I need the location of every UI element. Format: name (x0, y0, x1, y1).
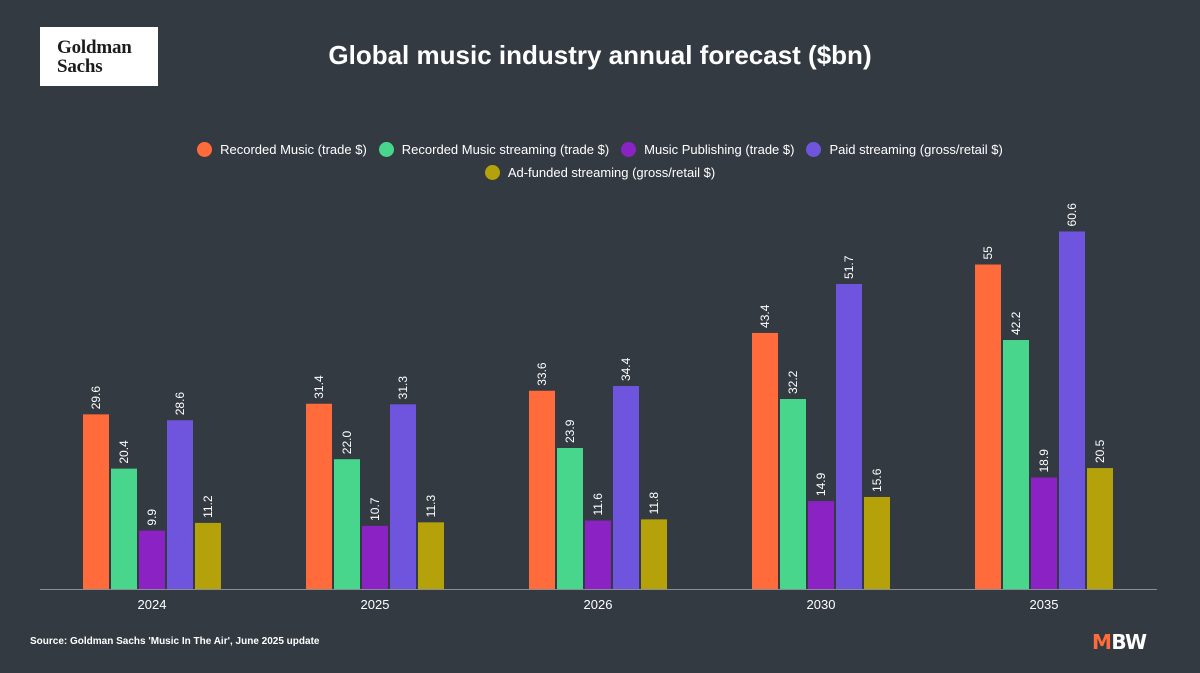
data-label-2035-series-3: 18.9 (1037, 449, 1051, 473)
bar-2030-series-2 (780, 399, 806, 589)
bar-2024-series-1 (83, 414, 109, 589)
x-tick-label-2026: 2026 (584, 597, 613, 612)
data-label-2030-series-5: 15.6 (870, 468, 884, 492)
bar-2035-series-3 (1031, 477, 1057, 589)
data-label-2035-series-1: 55 (981, 246, 995, 260)
legend-swatch-2 (378, 142, 394, 157)
chart-legend: Recorded Music (trade $) Recorded Music s… (120, 142, 1080, 180)
legend-item-5: Ad-funded streaming (gross/retail $) (484, 165, 716, 180)
bar-2030-series-1 (752, 332, 778, 589)
legend-label-5: Ad-funded streaming (gross/retail $) (507, 165, 716, 180)
bar-2030-series-5 (864, 496, 890, 589)
legend-swatch-3 (621, 142, 637, 157)
bar-2035-series-4 (1059, 231, 1085, 589)
legend-label-4: Paid streaming (gross/retail $) (829, 142, 1003, 157)
data-label-2025-series-2: 22.0 (340, 431, 354, 455)
legend-item-3: Music Publishing (trade $) (621, 142, 794, 157)
data-label-2026-series-4: 34.4 (619, 357, 633, 381)
data-label-2035-series-4: 60.6 (1065, 203, 1079, 227)
bar-2030-series-4 (836, 283, 862, 589)
bar-2026-series-2 (557, 447, 583, 589)
data-label-2030-series-3: 14.9 (814, 472, 828, 496)
data-label-2024-series-3: 9.9 (145, 509, 159, 526)
legend-item-4: Paid streaming (gross/retail $) (806, 142, 1003, 157)
bar-2024-series-5 (195, 522, 221, 589)
bar-2024-series-2 (111, 468, 137, 589)
bar-2035-series-1 (975, 264, 1001, 589)
source-note: Source: Goldman Sachs 'Music In The Air'… (30, 636, 320, 647)
bar-2035-series-5 (1087, 468, 1113, 589)
x-tick-label-2024: 2024 (138, 597, 167, 612)
data-label-2025-series-3: 10.7 (368, 497, 382, 521)
legend-swatch-1 (197, 142, 213, 157)
data-label-2025-series-1: 31.4 (312, 375, 326, 399)
x-tick-label-2025: 2025 (361, 597, 390, 612)
data-label-2035-series-2: 42.2 (1009, 311, 1023, 335)
mbw-logo-m: M (1092, 630, 1112, 654)
goldman-sachs-logo: Goldman Sachs (40, 27, 158, 86)
legend-swatch-4 (806, 142, 822, 157)
data-label-2024-series-4: 28.6 (173, 392, 187, 416)
legend-swatch-5 (484, 165, 500, 180)
data-label-2026-series-5: 11.8 (647, 492, 661, 515)
bar-2026-series-5 (641, 519, 667, 589)
x-tick-label-2030: 2030 (807, 597, 836, 612)
data-label-2024-series-1: 29.6 (89, 386, 103, 410)
data-label-2025-series-5: 11.3 (424, 495, 438, 518)
legend-label-1: Recorded Music (trade $) (220, 142, 367, 157)
bar-2024-series-4 (167, 420, 193, 589)
data-label-2026-series-1: 33.6 (535, 362, 549, 386)
chart-title: Global music industry annual forecast ($… (328, 40, 872, 70)
bar-2026-series-3 (585, 520, 611, 589)
legend-item-2: Recorded Music streaming (trade $) (378, 142, 610, 157)
x-tick-label-2035: 2035 (1030, 597, 1059, 612)
data-label-2030-series-2: 32.2 (786, 370, 800, 394)
bar-2025-series-3 (362, 525, 388, 589)
legend-item-1: Recorded Music (trade $) (197, 142, 367, 157)
data-label-2030-series-1: 43.4 (758, 304, 772, 328)
bar-2024-series-3 (139, 530, 165, 589)
data-label-2035-series-5: 20.5 (1093, 439, 1107, 463)
data-label-2025-series-4: 31.3 (396, 376, 410, 400)
bar-2035-series-2 (1003, 340, 1029, 589)
legend-label-2: Recorded Music streaming (trade $) (401, 142, 610, 157)
data-label-2024-series-5: 11.2 (201, 495, 215, 518)
data-label-2026-series-2: 23.9 (563, 419, 577, 443)
bar-2025-series-4 (390, 404, 416, 589)
bar-2025-series-1 (306, 403, 332, 589)
data-label-2030-series-4: 51.7 (842, 255, 856, 279)
data-label-2024-series-2: 20.4 (117, 440, 131, 464)
logo-line-1: Goldman (57, 36, 132, 58)
logo-line-2: Sachs (57, 55, 103, 77)
bar-2026-series-1 (529, 390, 555, 589)
bar-2026-series-4 (613, 386, 639, 589)
bar-2030-series-3 (808, 501, 834, 589)
mbw-logo: MBW (1092, 630, 1147, 654)
data-label-2026-series-3: 11.6 (591, 493, 605, 516)
legend-label-3: Music Publishing (trade $) (644, 142, 795, 157)
mbw-logo-bw: BW (1111, 630, 1147, 654)
bar-2025-series-5 (418, 522, 444, 589)
bar-2025-series-2 (334, 459, 360, 589)
